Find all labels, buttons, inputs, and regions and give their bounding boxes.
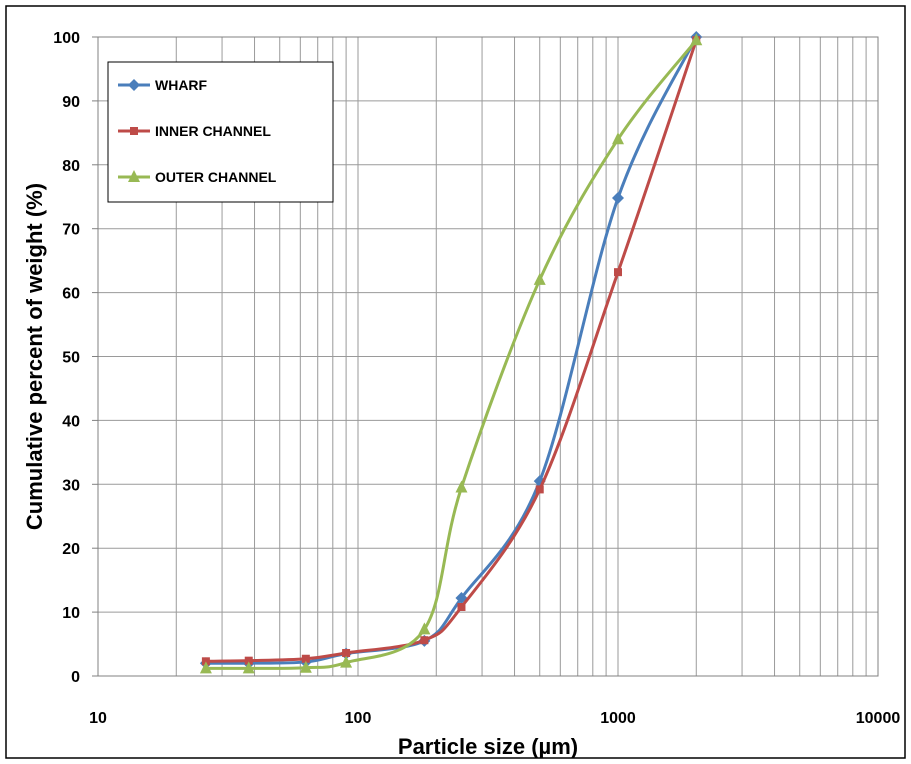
legend-label: OUTER CHANNEL <box>155 169 277 185</box>
data-series <box>199 31 703 674</box>
data-point <box>533 272 546 285</box>
data-point <box>535 485 544 494</box>
axis-ticks: 0 10 20 30 40 50 60 70 80 90 100 10 100 1000 10000 <box>53 30 900 727</box>
y-tick-label: 20 <box>62 541 80 558</box>
data-point <box>612 192 624 205</box>
data-point <box>128 79 140 91</box>
data-point <box>418 622 431 635</box>
data-point <box>128 170 140 182</box>
data-point <box>457 602 466 611</box>
data-point <box>199 661 212 674</box>
data-point <box>244 656 253 665</box>
series-outer-channel <box>199 33 703 674</box>
data-point <box>299 660 312 673</box>
y-tick-label: 70 <box>62 222 80 239</box>
x-tick-label: 10000 <box>856 710 901 727</box>
legend-label: WHARF <box>155 77 208 93</box>
legend-item: OUTER CHANNEL <box>118 169 277 185</box>
data-point <box>455 480 468 493</box>
x-axis-title: Particle size (µm) <box>398 734 578 759</box>
data-point <box>612 132 624 145</box>
x-tick-label: 10 <box>89 710 107 727</box>
legend-label: INNER CHANNEL <box>155 123 271 139</box>
series-line <box>205 39 698 670</box>
y-tick-label: 0 <box>71 669 80 686</box>
data-point <box>690 33 703 46</box>
y-tick-label: 40 <box>62 413 80 430</box>
x-tick-label: 100 <box>345 710 372 727</box>
data-point <box>614 268 622 277</box>
y-tick-label: 100 <box>53 30 80 47</box>
y-axis-title: Cumulative percent of weight (%) <box>22 183 47 530</box>
y-tick-label: 90 <box>62 94 80 111</box>
data-point <box>201 657 210 666</box>
data-point <box>301 654 310 663</box>
data-point <box>340 655 353 668</box>
y-tick-label: 10 <box>62 605 80 622</box>
y-tick-label: 60 <box>62 286 80 303</box>
x-tick-label: 1000 <box>600 710 636 727</box>
data-point <box>130 127 138 135</box>
data-point <box>242 661 255 674</box>
data-point <box>342 648 351 657</box>
data-point <box>420 636 429 645</box>
legend-item: WHARF <box>118 77 208 93</box>
y-tick-label: 50 <box>62 350 80 367</box>
legend: WHARF INNER CHANNEL OUTER CHANNEL <box>107 61 334 203</box>
y-tick-label: 80 <box>62 158 80 175</box>
y-tick-label: 30 <box>62 477 80 494</box>
legend-item: INNER CHANNEL <box>118 123 271 139</box>
